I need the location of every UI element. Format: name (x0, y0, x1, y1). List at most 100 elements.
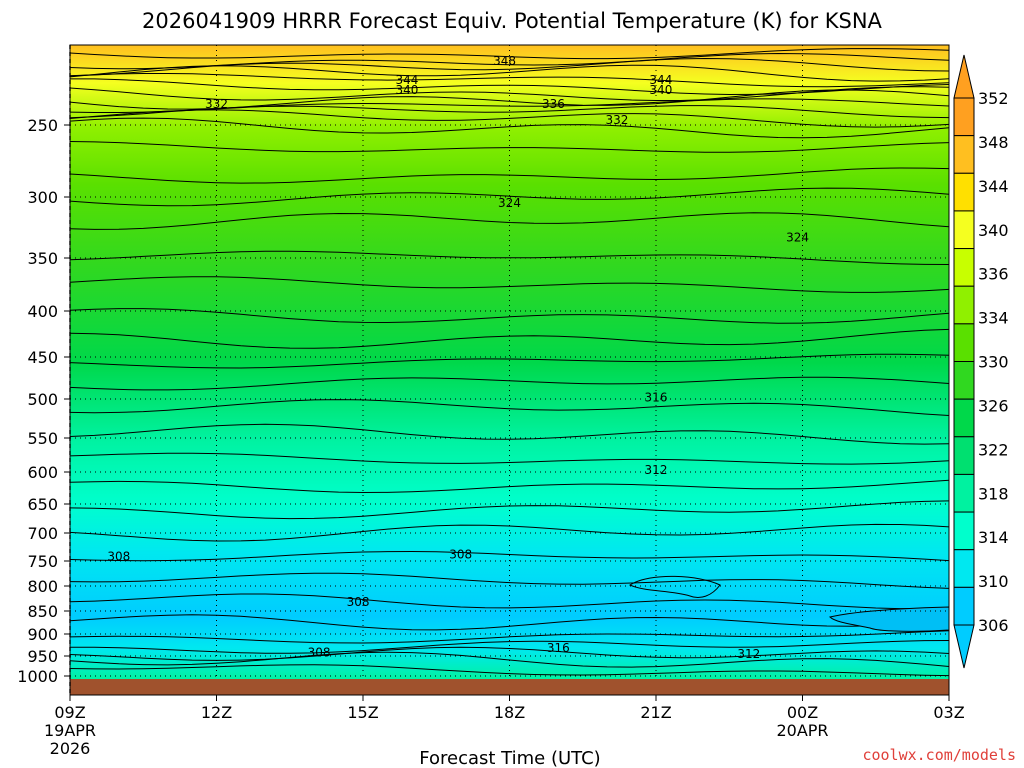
y-tick-label: 400 (27, 302, 58, 321)
contour-line (69, 187, 950, 207)
contour-label: 308 (308, 645, 331, 659)
colorbar-bottom-arrow (953, 624, 975, 669)
colorbar-label: 306 (978, 616, 1009, 635)
colorbar-label: 340 (978, 221, 1009, 240)
colorbar-label: 344 (978, 177, 1009, 196)
contour-line (69, 630, 950, 644)
contour-label: 312 (645, 463, 668, 477)
x-tick-label: 12Z (201, 703, 232, 722)
contour-label: 324 (786, 230, 809, 244)
chart-title: 2026041909 HRRR Forecast Equiv. Potentia… (142, 9, 883, 33)
contour-label: 344 (649, 73, 672, 87)
y-tick-label: 500 (27, 390, 58, 409)
colorbar-label: 352 (978, 89, 1009, 108)
contour-line (69, 117, 950, 139)
y-tick-label: 800 (27, 577, 58, 596)
contour-label: 316 (547, 641, 570, 655)
contour-closed (628, 575, 721, 599)
y-tick-label: 600 (27, 463, 58, 482)
colorbar-box (953, 549, 975, 588)
contour-label: 340 (395, 83, 418, 97)
y-tick-label: 300 (27, 188, 58, 207)
y-tick-label: 900 (27, 625, 58, 644)
colorbar-label: 322 (978, 440, 1009, 459)
colorbar-box (953, 436, 975, 475)
x-tick-label: 00Z (787, 703, 818, 722)
contour-label: 332 (605, 113, 628, 127)
contour-label: 308 (449, 547, 472, 561)
contour-label: 344 (395, 73, 418, 87)
y-tick-label: 700 (27, 524, 58, 543)
colorbar-box (953, 210, 975, 250)
colorbar-box (953, 248, 975, 287)
contour-label: 332 (205, 97, 228, 111)
contour-label: 340 (649, 83, 672, 97)
x-tick-date: 19APR (44, 721, 96, 740)
contour-line (69, 399, 950, 416)
y-tick-label: 750 (27, 552, 58, 571)
colorbar: 352 348 344 340 336 334 330 326 322 318 314 310 306 (953, 54, 1009, 669)
x-tick-label: 15Z (347, 703, 378, 722)
contour-closed (829, 606, 950, 632)
y-tick-label: 350 (27, 249, 58, 268)
x-tick-label: 09Z (54, 703, 85, 722)
colorbar-box (953, 97, 975, 137)
contour-label: 312 (737, 647, 760, 661)
colorbar-label: 336 (978, 265, 1009, 284)
y-tick-label: 850 (27, 602, 58, 621)
y-tick-label: 650 (27, 495, 58, 514)
colorbar-label: 318 (978, 484, 1009, 503)
contour-line (69, 308, 950, 324)
y-tick-label: 550 (27, 429, 58, 448)
y-tick-label: 450 (27, 348, 58, 367)
contour-line (69, 664, 950, 677)
contour-label: 324 (498, 196, 521, 210)
y-axis: 250 300 350 400 450 500 550 600 650 700 750 800 850 9… (17, 116, 70, 686)
contour-line (69, 452, 950, 465)
x-tick-label: 18Z (494, 703, 525, 722)
colorbar-box (953, 172, 975, 212)
contour-line (69, 353, 950, 369)
grid-lines (70, 45, 949, 680)
contour-label: 308 (347, 595, 370, 609)
x-tick-year: 2026 (50, 739, 91, 758)
contour-line (69, 48, 950, 60)
colorbar-label: 326 (978, 396, 1009, 415)
colorbar-label: 334 (978, 309, 1009, 328)
contour-label: 336 (542, 97, 565, 111)
contour-line (69, 479, 950, 494)
contour-line (69, 109, 950, 128)
contour-line (69, 86, 950, 101)
contour-line (69, 212, 950, 230)
contour-label: 316 (645, 390, 668, 404)
colorbar-box (953, 361, 975, 400)
colorbar-box (953, 473, 975, 513)
contour-label: 348 (493, 54, 516, 68)
contour-line (69, 250, 950, 265)
y-tick-label: 1000 (17, 667, 58, 686)
y-tick-label: 250 (27, 116, 58, 135)
colorbar-label: 348 (978, 133, 1009, 152)
ground-surface (70, 679, 949, 695)
credit-text: coolwx.com/models (862, 746, 1016, 764)
colorbar-label: 330 (978, 353, 1009, 372)
x-axis-label: Forecast Time (UTC) (419, 748, 600, 768)
contour-line (69, 73, 950, 88)
colorbar-box (953, 511, 975, 551)
colorbar-box (953, 398, 975, 438)
contour-line (69, 328, 950, 349)
colorbar-box (953, 285, 975, 325)
colorbar-label: 310 (978, 572, 1009, 591)
colorbar-box (953, 323, 975, 363)
colorbar-box (953, 586, 975, 626)
y-tick-label: 950 (27, 647, 58, 666)
contour-line (69, 593, 950, 610)
colorbar-box (953, 135, 975, 174)
colorbar-label: 314 (978, 528, 1009, 547)
x-tick-label: 21Z (640, 703, 671, 722)
x-tick-date: 20APR (776, 721, 828, 740)
x-tick-label: 03Z (933, 703, 964, 722)
